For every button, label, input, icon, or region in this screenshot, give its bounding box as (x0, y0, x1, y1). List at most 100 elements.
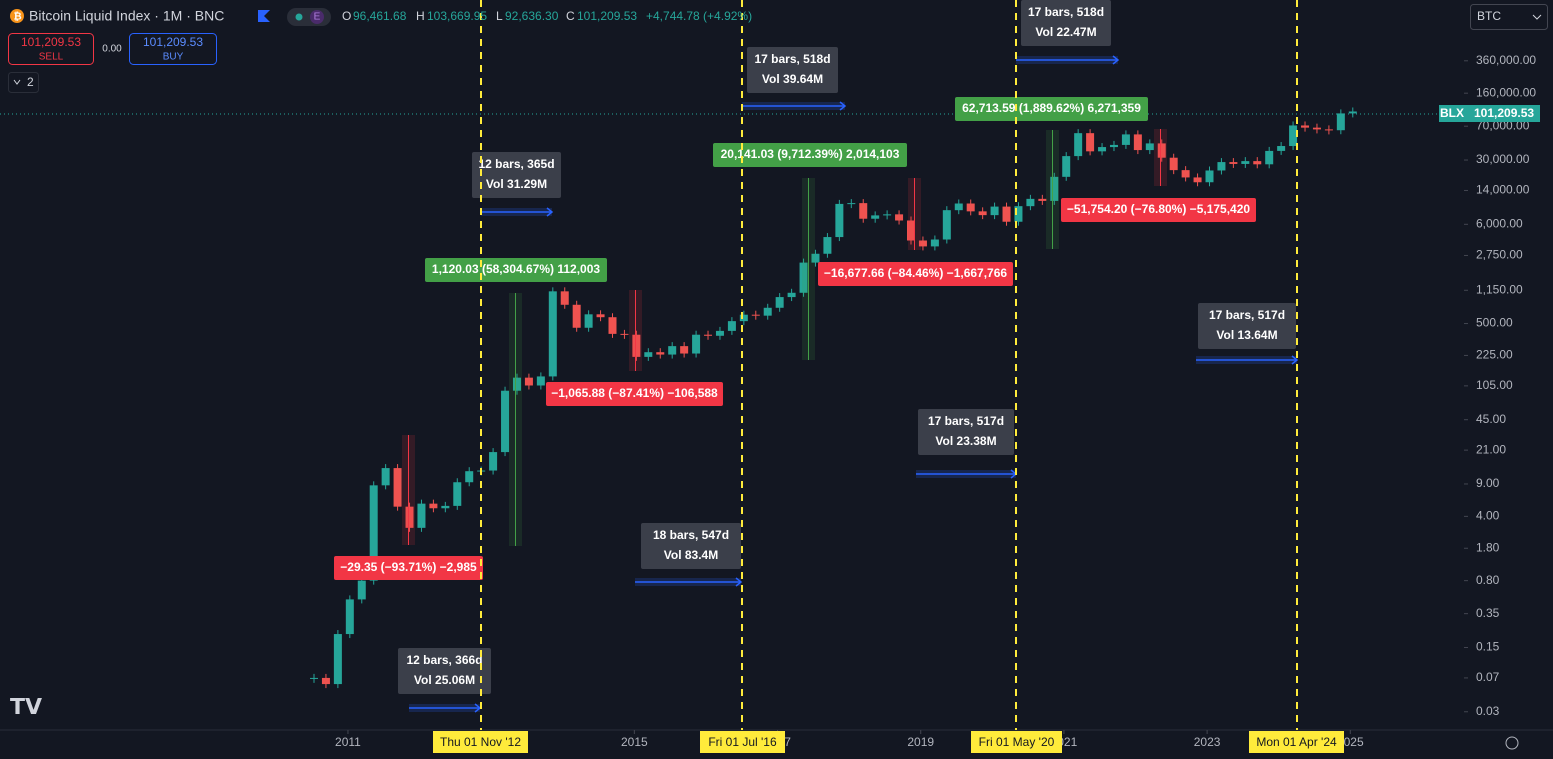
indicator-letter: E (314, 12, 321, 23)
candle (835, 203, 844, 238)
candle (680, 346, 689, 354)
ohlc-o-label: O (342, 9, 351, 23)
candle (381, 468, 390, 486)
price-tag-bg (1466, 105, 1540, 122)
candle (751, 314, 760, 316)
layers-button[interactable] (8, 72, 39, 93)
measure-arrowhead (546, 207, 554, 217)
candle (560, 291, 569, 305)
range-label-bg (425, 258, 607, 282)
flag-icon[interactable] (258, 10, 270, 22)
candle (1301, 125, 1310, 128)
candle (954, 203, 963, 211)
candle (417, 503, 426, 528)
candle (453, 482, 462, 506)
x-tick-label: 2011 (335, 735, 361, 749)
candle (405, 506, 414, 528)
y-tick-label: 45.00 (1476, 412, 1506, 426)
candle (668, 346, 677, 355)
x-tick-label: 2023 (1194, 735, 1221, 749)
measure-vol: Vol 83.4M (664, 548, 718, 562)
settings-icon[interactable] (1505, 736, 1519, 750)
candle (620, 333, 629, 335)
measure-box (1198, 303, 1296, 349)
symbol-select-text: BTC (1477, 9, 1501, 23)
candle (775, 297, 784, 308)
candle (1348, 111, 1357, 114)
candle (1169, 157, 1178, 171)
sell-button[interactable] (8, 33, 94, 65)
candle (357, 580, 366, 600)
range-label-bg (713, 143, 907, 167)
candle (1193, 177, 1202, 183)
candle (1121, 134, 1130, 145)
ohlc-h-label: H (416, 9, 425, 23)
measure-vol: Vol 39.64M (762, 72, 823, 86)
spread: 0.00 (102, 44, 122, 55)
candle (1312, 127, 1321, 130)
y-tick-label: 105.00 (1476, 378, 1513, 392)
candle (1229, 162, 1238, 164)
y-tick-label: 2,750.00 (1476, 248, 1523, 262)
measure-vol: Vol 22.47M (1035, 25, 1096, 39)
range-label: −16,677.66 (−84.46%) −1,667,766 (824, 266, 1007, 280)
measure-bars: 12 bars, 365d (478, 157, 554, 171)
date-label: Fri 01 May '20 (979, 735, 1055, 749)
date-label: Mon 01 Apr '24 (1256, 735, 1337, 749)
price-tag-symbol-bg (1439, 105, 1466, 122)
ohlc-l-label: L (496, 9, 503, 23)
candle (811, 253, 820, 263)
range-label-bg (818, 262, 1013, 286)
range-label: 20,141.03 (9,712.39%) 2,014,103 (721, 147, 900, 161)
date-label-bg (433, 731, 528, 753)
indicator-badge (310, 10, 324, 24)
range-label: −29.35 (−93.71%) −2,985 (340, 560, 477, 574)
y-tick-label: 0.07 (1476, 670, 1500, 684)
candle (512, 377, 521, 391)
measure-box (472, 152, 561, 198)
symbol-icon-glyph: ₿ (14, 11, 22, 23)
measure-vol: Vol 23.38M (935, 434, 996, 448)
candle (1038, 198, 1047, 201)
candle (1002, 206, 1011, 222)
candle (1050, 176, 1059, 201)
buy-button[interactable] (129, 33, 217, 65)
candle (1289, 125, 1298, 147)
candle (501, 390, 510, 453)
candle (715, 330, 724, 336)
candle (895, 214, 904, 221)
sell-price: 101,209.53 (21, 35, 81, 49)
x-tick-label: 2019 (907, 735, 934, 749)
indicator-toggle[interactable] (287, 8, 331, 26)
date-label: Fri 01 Jul '16 (708, 735, 777, 749)
candle (1324, 129, 1333, 131)
candle (1241, 161, 1250, 164)
candle (1265, 150, 1274, 165)
candle (572, 304, 581, 328)
measure-bars: 17 bars, 517d (928, 414, 1004, 428)
measure-box (918, 409, 1014, 455)
candle (632, 334, 641, 357)
status-dot (295, 13, 303, 21)
measure-arrowhead (735, 577, 743, 587)
candle (1253, 161, 1262, 165)
symbol-select[interactable] (1470, 4, 1548, 30)
measure-arrowhead (839, 101, 847, 111)
candle (727, 321, 736, 331)
ohlc-high: 103,669.95 (427, 9, 487, 23)
y-tick-label: 9.00 (1476, 476, 1500, 490)
candle (918, 240, 927, 247)
candle (536, 376, 545, 386)
measure-vol: Vol 13.64M (1216, 328, 1277, 342)
measure-arrowhead (1291, 355, 1299, 365)
date-label-bg (971, 731, 1062, 753)
candle (883, 214, 892, 216)
symbol-icon (10, 9, 24, 23)
chevron (1532, 14, 1542, 20)
layers-count: 2 (27, 75, 34, 89)
candle (369, 485, 378, 581)
candle (692, 334, 701, 354)
range-label: −51,754.20 (−76.80%) −5,175,420 (1067, 202, 1250, 216)
candle (787, 292, 796, 298)
